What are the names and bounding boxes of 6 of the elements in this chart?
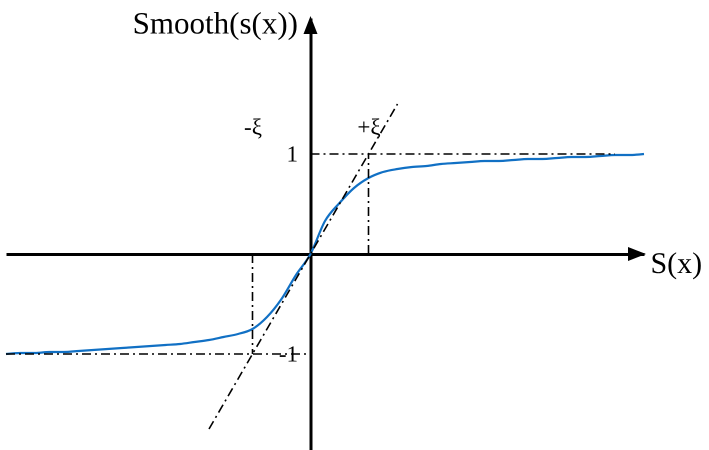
y-axis-title: Smooth(s(x)) [132, 6, 298, 40]
x-axis-title: S(x) [650, 247, 702, 280]
y-tick-label: -1 [278, 342, 298, 366]
x-tick-label: +ξ [357, 114, 381, 140]
x-tick-label: -ξ [244, 114, 262, 140]
y-tick-label: 1 [286, 142, 298, 166]
